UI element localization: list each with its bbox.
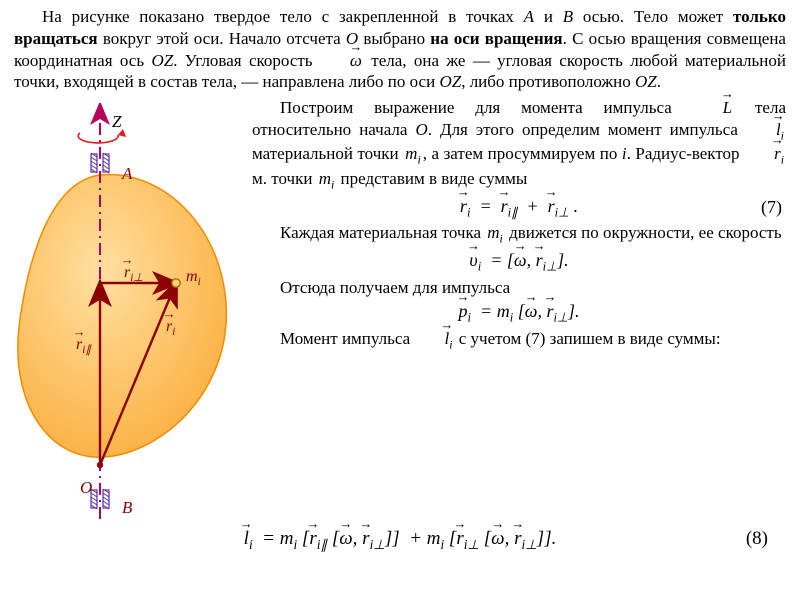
- p3: Отсюда получаем для импульса: [252, 277, 786, 299]
- bold: на оси вращения: [430, 29, 562, 48]
- intro-paragraph: На рисунке показано твердое тело с закре…: [14, 6, 786, 93]
- eqnum-8: (8): [746, 527, 768, 551]
- physics-figure: Z A B O mi ri∥ ri⊥ ri: [14, 103, 244, 523]
- p1: Построим выражение для момента импульса …: [252, 97, 786, 193]
- t: . Угловая скорость: [173, 51, 320, 70]
- equation-v: υi = [ω, ri⊥].: [252, 249, 786, 275]
- OZ: OZ: [151, 51, 173, 70]
- t: вокруг этой оси. Начало отсчета: [98, 29, 346, 48]
- p4: Момент импульса li с учетом (7) запишем …: [252, 328, 786, 353]
- OZ: OZ: [439, 72, 461, 91]
- OZ: OZ: [635, 72, 657, 91]
- equation-8: li = mi [ri∥ [ω, ri⊥]] + mi [ri⊥ [ω, ri⊥…: [14, 527, 786, 553]
- t: выбрано: [358, 29, 430, 48]
- B: B: [563, 7, 573, 26]
- L-vec: L: [695, 97, 732, 119]
- t: , либо противоположно: [461, 72, 635, 91]
- equation-7: ri = ri∥ + ri⊥ . (7): [252, 195, 786, 221]
- point-mi-dot: [172, 279, 180, 287]
- equation-p: pi = mi [ω, ri⊥].: [252, 300, 786, 326]
- origin-O-dot: [97, 462, 103, 468]
- t: осью. Тело может: [573, 7, 733, 26]
- Z-label: Z: [112, 111, 121, 133]
- t: .: [657, 72, 661, 91]
- t: На рисунке показано твердое тело с закре…: [42, 7, 524, 26]
- r-perp-label: ri⊥: [124, 263, 143, 286]
- A: A: [524, 7, 534, 26]
- rotation-arrow: [78, 133, 118, 143]
- mi-label: mi: [186, 267, 201, 290]
- B-label: B: [122, 497, 132, 519]
- t: и: [534, 7, 563, 26]
- r-par-label: ri∥: [76, 335, 91, 358]
- eqnum-7: (7): [761, 196, 782, 219]
- figure-column: Z A B O mi ri∥ ri⊥ ri: [14, 97, 244, 523]
- O-label: O: [80, 477, 92, 499]
- r-label: ri: [166, 317, 175, 340]
- A-label: A: [122, 163, 132, 185]
- omega-vec: ω: [322, 50, 362, 72]
- text-column: Построим выражение для момента импульса …: [244, 97, 786, 523]
